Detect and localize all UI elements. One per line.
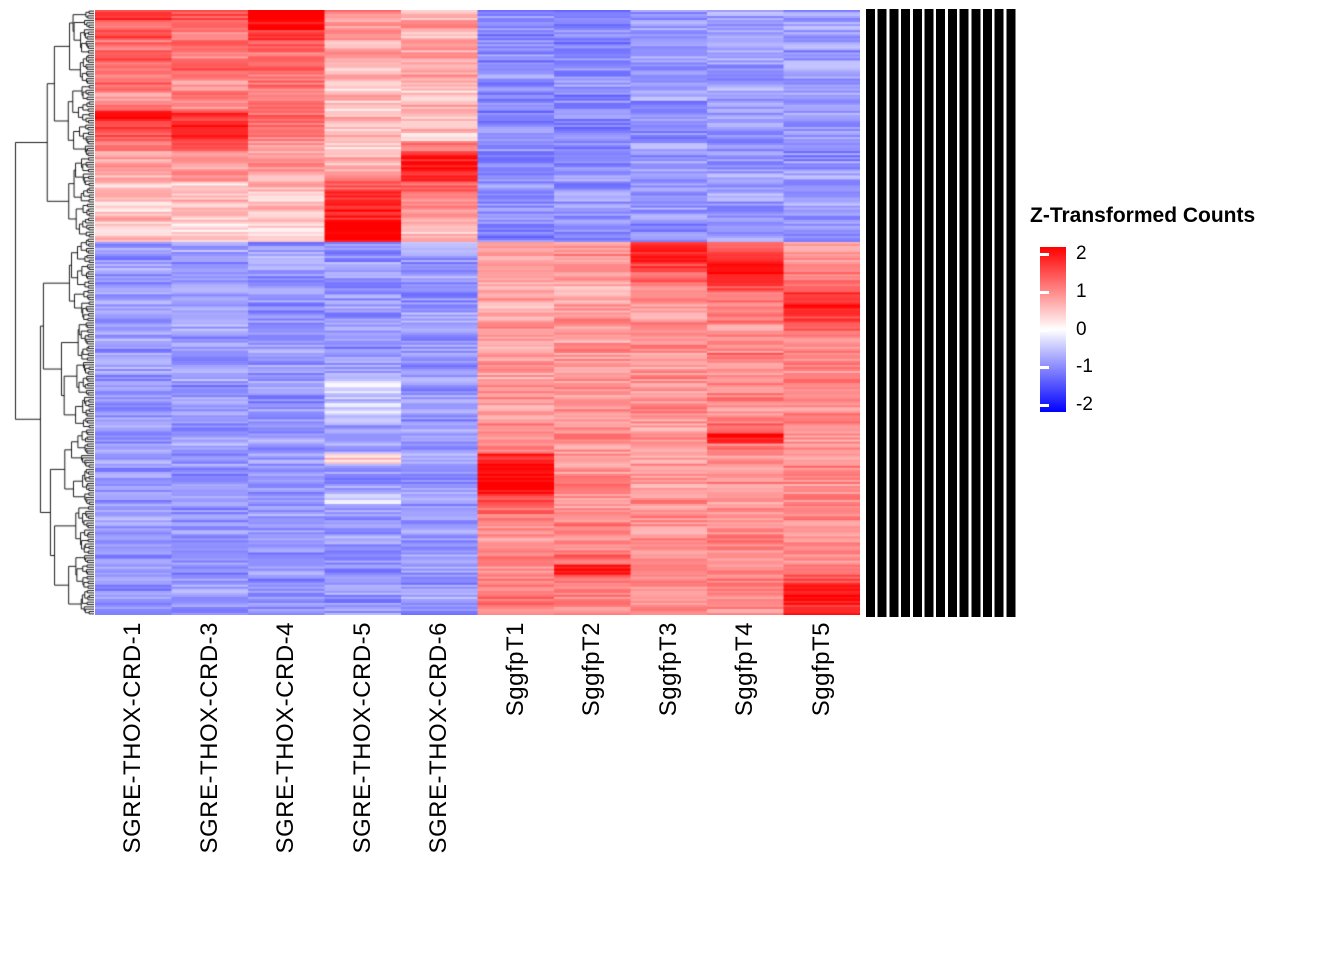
legend-tick-label: 1 <box>1076 280 1087 302</box>
legend-tick-dash <box>1040 253 1049 256</box>
heatmap-grid <box>95 10 860 615</box>
column-label: SggfpT1 <box>501 622 529 717</box>
column-label: SggfpT4 <box>731 622 759 717</box>
column-label: SGRE-THOX-CRD-3 <box>195 622 223 854</box>
column-label: SGRE-THOX-CRD-1 <box>119 622 147 854</box>
legend: Z-Transformed Counts 2 1 0 -1 -2 <box>1030 204 1340 434</box>
legend-tick-dash <box>1040 290 1049 294</box>
legend-tick-dash <box>1040 328 1049 332</box>
legend-tick-label: 2 <box>1076 243 1087 264</box>
legend-colorbar <box>1040 247 1066 412</box>
column-label: SGRE-THOX-CRD-5 <box>348 622 376 854</box>
legend-tick-dash <box>1040 404 1049 407</box>
legend-tick-label: 0 <box>1076 318 1087 340</box>
legend-tick-label: -1 <box>1076 356 1093 378</box>
column-label: SGRE-THOX-CRD-4 <box>272 622 300 854</box>
column-label: SggfpT2 <box>578 622 606 717</box>
legend-title: Z-Transformed Counts <box>1030 204 1256 227</box>
column-label: SGRE-THOX-CRD-6 <box>425 622 453 854</box>
column-label: SggfpT3 <box>654 622 682 717</box>
row-dendrogram <box>6 10 94 615</box>
legend-tick-label: -2 <box>1076 394 1093 415</box>
legend-tick-dash <box>1040 366 1049 370</box>
row-labels-overplotted <box>866 9 1018 617</box>
column-label: SggfpT5 <box>807 622 835 717</box>
